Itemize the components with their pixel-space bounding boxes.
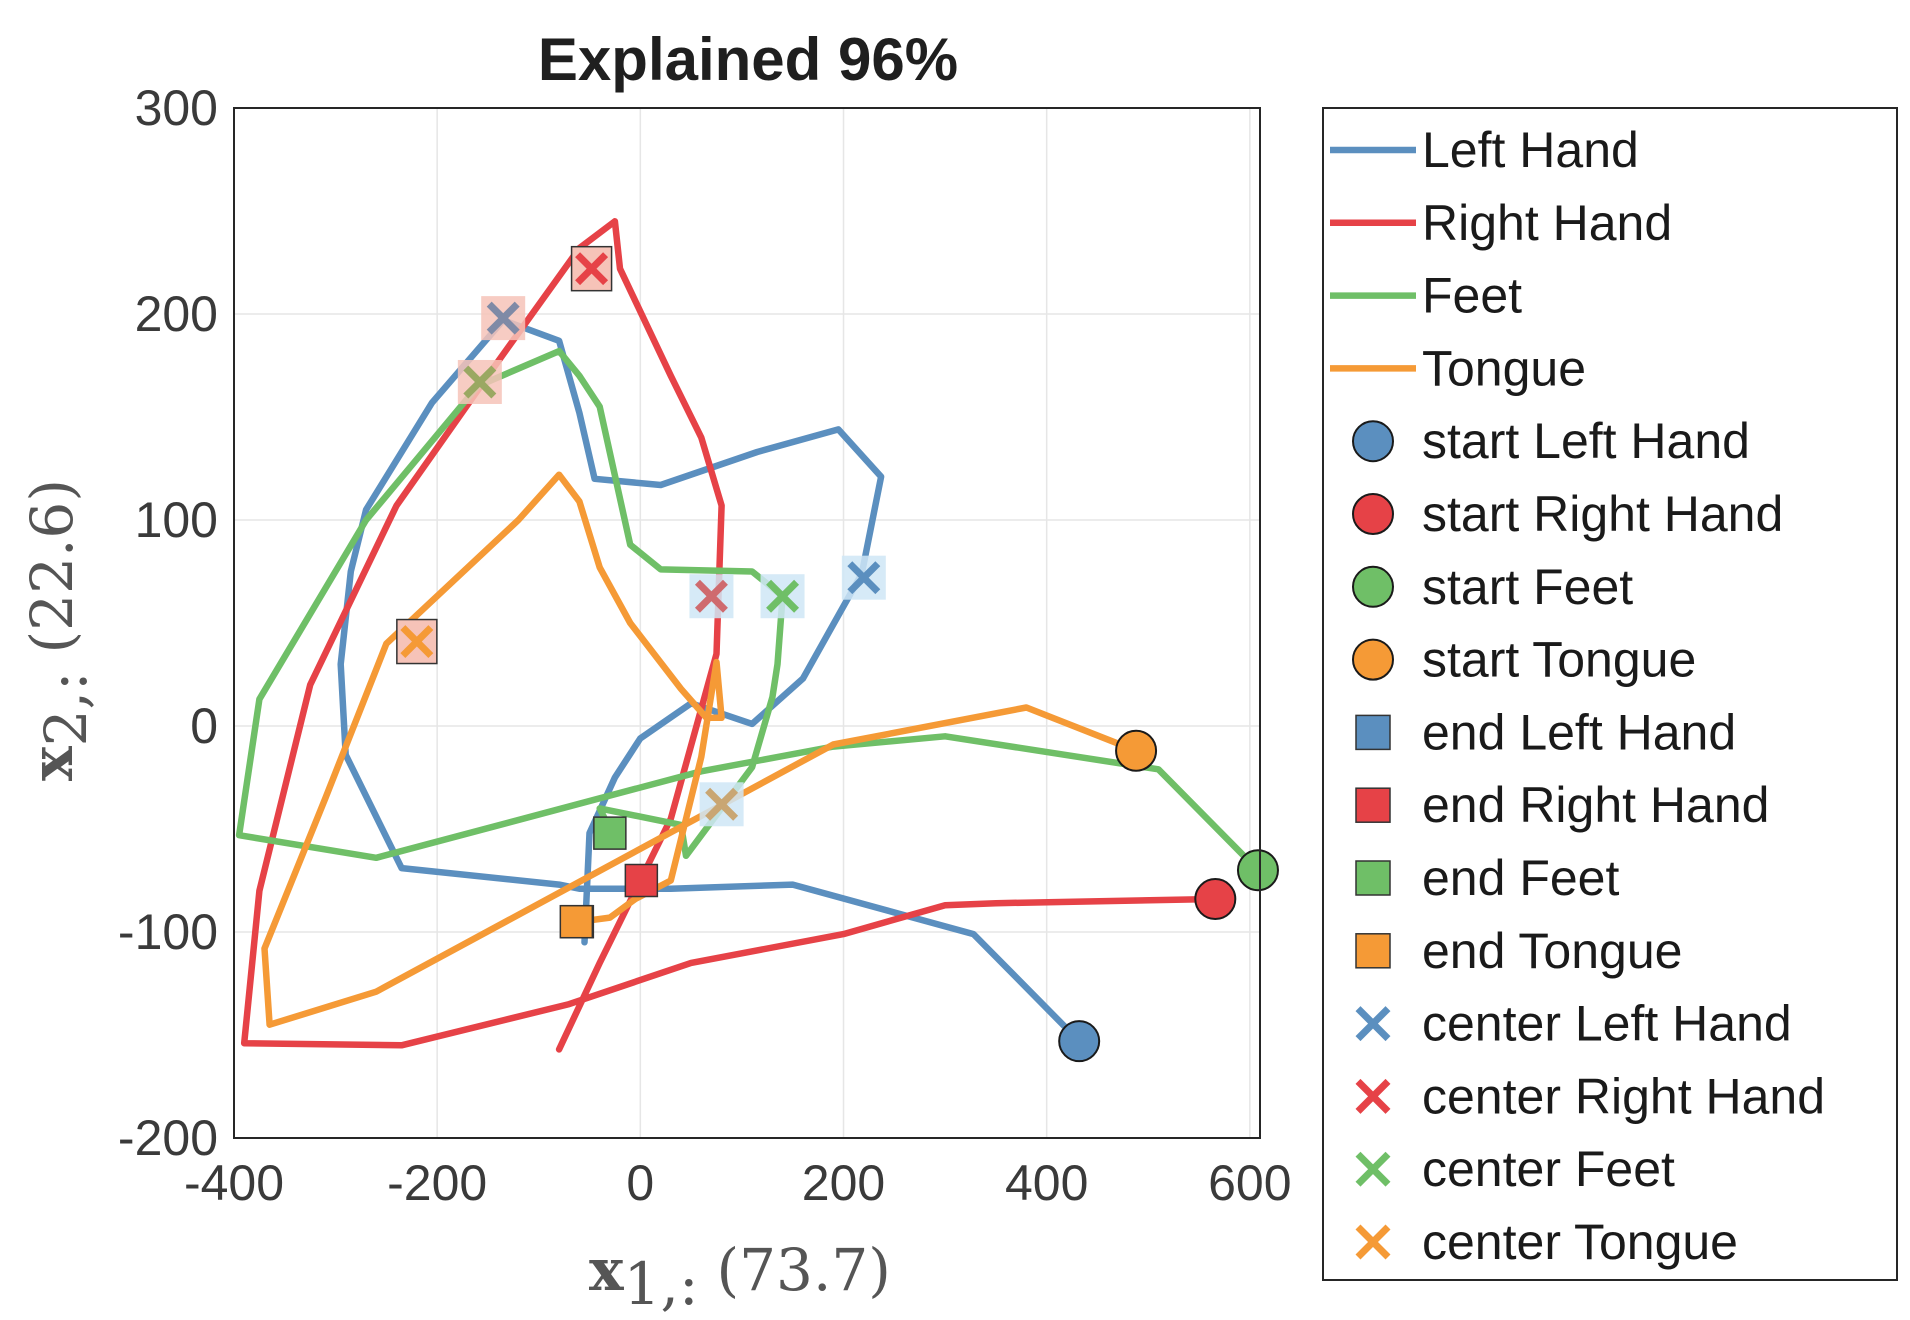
x-tick-label: 0 bbox=[626, 1155, 654, 1211]
y-tick-label: 0 bbox=[190, 698, 218, 754]
legend-label: center Feet bbox=[1422, 1141, 1675, 1197]
legend-swatch-cross bbox=[1355, 1078, 1391, 1114]
plot-area bbox=[233, 107, 1279, 1139]
start-marker-tongue bbox=[1115, 729, 1158, 772]
legend-item: end Right Hand bbox=[1355, 777, 1769, 833]
y-tick-label: -100 bbox=[118, 904, 218, 960]
legend-item: end Feet bbox=[1355, 850, 1619, 906]
x-axis-label-var: x bbox=[589, 1236, 624, 1304]
center-marker-left-hand bbox=[847, 561, 881, 595]
legend-swatch-circle bbox=[1352, 638, 1394, 681]
legend-swatch-cross bbox=[1355, 1006, 1391, 1042]
x-axis-label-pct: (73.7) bbox=[717, 1236, 891, 1304]
legend-swatch-square bbox=[1355, 714, 1391, 751]
plot-frame bbox=[233, 107, 1261, 1139]
y-axis-label: x2,: (22.6) bbox=[18, 479, 100, 781]
chart-title: Explained 96% bbox=[538, 26, 958, 93]
end-marker-feet bbox=[593, 816, 627, 850]
legend-swatch-cross bbox=[1355, 1151, 1391, 1187]
legend-item: center Feet bbox=[1355, 1141, 1675, 1197]
legend-label: end Left Hand bbox=[1422, 704, 1736, 760]
legend-item: center Tongue bbox=[1355, 1214, 1738, 1270]
x-tick-label: -400 bbox=[184, 1155, 284, 1211]
x-tick-label: -200 bbox=[387, 1155, 487, 1211]
start-marker-feet bbox=[1236, 849, 1279, 892]
x-tick-label: 400 bbox=[1005, 1155, 1088, 1211]
legend-swatch-circle bbox=[1352, 565, 1394, 608]
legend-swatch-square bbox=[1355, 787, 1391, 823]
legend-label: start Feet bbox=[1422, 559, 1633, 615]
center-marker-secondary bbox=[486, 301, 520, 335]
legend-box bbox=[1322, 107, 1898, 1281]
legend-swatch-square bbox=[1355, 860, 1391, 896]
legend-swatch-circle bbox=[1352, 493, 1394, 535]
legend-label: start Tongue bbox=[1422, 632, 1696, 688]
center-marker-secondary bbox=[705, 787, 739, 821]
y-tick-label: 100 bbox=[135, 492, 218, 548]
legend-label: center Right Hand bbox=[1422, 1068, 1825, 1124]
legend-item: Tongue bbox=[1330, 340, 1586, 396]
x-tick-labels: -400 -200 0 200 400 600 bbox=[184, 1155, 1292, 1211]
legend-item: start Tongue bbox=[1352, 632, 1696, 688]
x-axis-label-sub: 1,: bbox=[624, 1250, 699, 1318]
end-marker-right-hand bbox=[624, 863, 659, 898]
legend-item: Right Hand bbox=[1330, 195, 1672, 251]
center-marker-secondary bbox=[694, 579, 728, 613]
legend-label: Tongue bbox=[1422, 340, 1586, 396]
y-axis-label-sub: 2,: bbox=[32, 671, 100, 746]
legend-item: center Left Hand bbox=[1355, 996, 1792, 1052]
legend-label: Right Hand bbox=[1422, 195, 1672, 251]
legend-label: start Left Hand bbox=[1422, 413, 1750, 469]
legend-label: center Tongue bbox=[1422, 1214, 1738, 1270]
x-axis-label: x1,: (73.7) bbox=[589, 1236, 891, 1318]
center-marker-feet bbox=[766, 579, 800, 613]
series-line-feet bbox=[235, 347, 1262, 874]
center-marker-right-hand bbox=[575, 252, 609, 286]
legend-label: center Left Hand bbox=[1422, 996, 1792, 1052]
legend-swatch-circle bbox=[1352, 420, 1394, 463]
legend-items: Left Hand Right Hand Feet Tongue start Left … bbox=[1330, 122, 1825, 1270]
legend-label: end Right Hand bbox=[1422, 777, 1769, 833]
series-line-tongue bbox=[261, 471, 1140, 1028]
y-tick-labels: -200 -100 0 100 200 300 bbox=[118, 80, 218, 1166]
start-marker-left-hand bbox=[1058, 1020, 1101, 1063]
legend-item: start Feet bbox=[1352, 559, 1633, 615]
legend-label: end Feet bbox=[1422, 850, 1619, 906]
legend-swatch-cross bbox=[1355, 1224, 1391, 1260]
legend-item: Feet bbox=[1330, 268, 1522, 324]
center-marker-tongue bbox=[400, 625, 434, 659]
legend-item: start Right Hand bbox=[1352, 486, 1783, 542]
center-marker-secondary bbox=[463, 365, 497, 399]
legend-item: center Right Hand bbox=[1355, 1068, 1825, 1124]
y-tick-label: 200 bbox=[135, 286, 218, 342]
legend-swatch-square bbox=[1355, 933, 1391, 969]
x-tick-label: 200 bbox=[802, 1155, 885, 1211]
y-tick-label: -200 bbox=[118, 1110, 218, 1166]
legend-item: end Left Hand bbox=[1355, 704, 1736, 760]
x-tick-label: 600 bbox=[1208, 1155, 1291, 1211]
y-axis-label-var: x bbox=[18, 746, 86, 781]
legend: Left Hand Right Hand Feet Tongue start Left … bbox=[1322, 107, 1898, 1281]
start-marker-right-hand bbox=[1194, 878, 1237, 921]
legend-label: Feet bbox=[1422, 268, 1522, 324]
y-axis-label-pct: (22.6) bbox=[18, 479, 86, 653]
legend-item: start Left Hand bbox=[1352, 413, 1750, 469]
legend-label: end Tongue bbox=[1422, 923, 1682, 979]
legend-label: start Right Hand bbox=[1422, 486, 1783, 542]
legend-item: Left Hand bbox=[1330, 122, 1639, 178]
legend-label: Left Hand bbox=[1422, 122, 1639, 178]
legend-item: end Tongue bbox=[1355, 923, 1682, 979]
y-tick-label: 300 bbox=[135, 80, 218, 136]
series-markers bbox=[396, 245, 1279, 1063]
end-marker-tongue bbox=[559, 904, 594, 939]
